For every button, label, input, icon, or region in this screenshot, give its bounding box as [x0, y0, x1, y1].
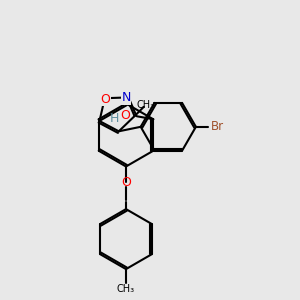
Text: CH₃: CH₃: [117, 284, 135, 294]
Text: H: H: [110, 112, 120, 125]
Text: O: O: [100, 93, 110, 106]
Text: O: O: [121, 109, 130, 122]
Text: O: O: [121, 176, 131, 190]
Text: CH₃: CH₃: [137, 100, 155, 110]
Text: Br: Br: [211, 120, 224, 133]
Text: N: N: [121, 91, 131, 104]
